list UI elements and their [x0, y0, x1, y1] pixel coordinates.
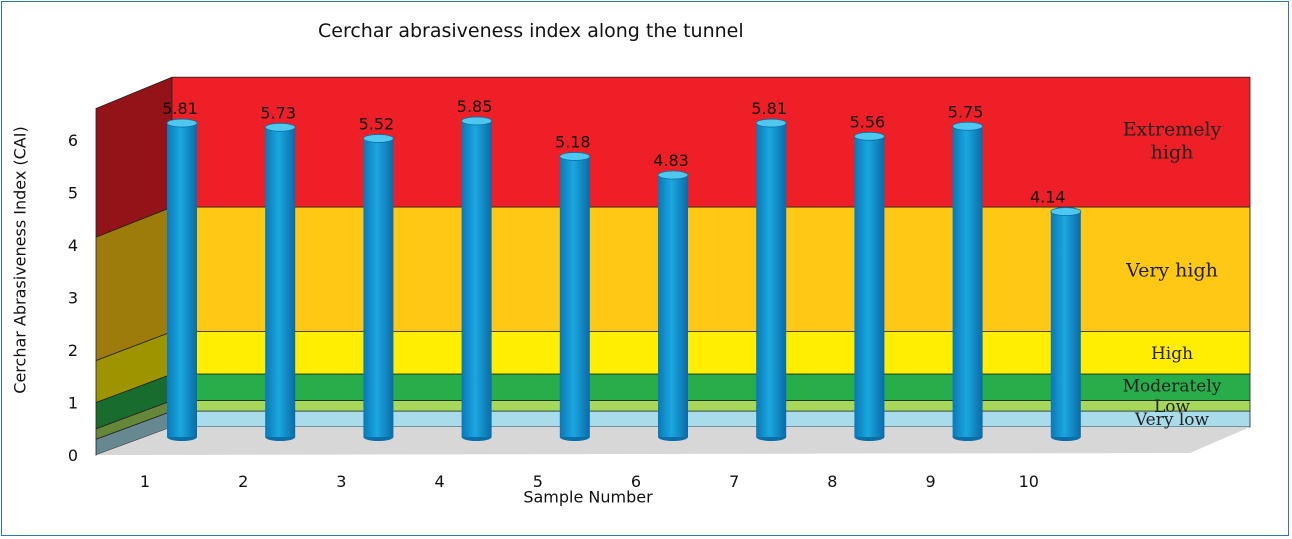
x-tick-9: 9 — [926, 472, 936, 491]
x-tick-7: 7 — [729, 472, 739, 491]
x-tick-6: 6 — [631, 472, 641, 491]
class-label-0: Very low — [1134, 410, 1210, 430]
y-tick-4: 4 — [68, 236, 78, 255]
y-tick-0: 0 — [68, 446, 78, 465]
x-axis-label: Sample Number — [523, 487, 653, 507]
x-tick-3: 3 — [336, 472, 346, 491]
chart-title: Cerchar abrasiveness index along the tun… — [318, 20, 744, 42]
back-band-2 — [171, 373, 1251, 401]
class-label-4: Very high — [1125, 260, 1218, 282]
y-axis-label: Cerchar Abrasiveness Index (CAI) — [10, 126, 30, 394]
bar-body — [363, 138, 394, 437]
bar-top — [755, 118, 787, 128]
class-label-1: Low — [1154, 397, 1191, 417]
bar-3 — [362, 134, 394, 441]
class-label-5: high — [1151, 141, 1194, 163]
data-label-9: 5.75 — [948, 102, 984, 121]
back-band-0 — [171, 410, 1251, 428]
y-tick-2: 2 — [68, 341, 78, 360]
bar-top — [854, 131, 885, 141]
bar-4 — [461, 116, 493, 441]
x-tick-1: 1 — [140, 472, 150, 491]
bar-body — [854, 136, 885, 437]
y-tick-5: 5 — [68, 184, 78, 203]
back-band-4 — [171, 206, 1251, 333]
bar-8 — [854, 131, 885, 441]
y-tick-1: 1 — [68, 394, 78, 413]
back-band-1 — [171, 400, 1251, 412]
bar-top — [362, 134, 394, 143]
bar-top — [264, 122, 296, 132]
y-tick-3: 3 — [68, 289, 78, 308]
bar-top — [461, 116, 493, 126]
x-tick-2: 2 — [238, 472, 248, 491]
y-tick-6: 6 — [68, 131, 78, 150]
data-label-5: 5.18 — [555, 132, 591, 151]
bar-top — [952, 121, 983, 131]
x-tick-4: 4 — [435, 472, 445, 491]
data-label-6: 4.83 — [653, 151, 689, 170]
bar-body — [265, 127, 296, 437]
bar-7 — [755, 118, 787, 441]
bar-1 — [166, 118, 198, 441]
bar-6 — [657, 170, 689, 441]
data-label-8: 5.56 — [850, 112, 886, 131]
bar-2 — [264, 122, 296, 441]
bar-body — [952, 126, 983, 437]
data-label-2: 5.73 — [260, 103, 296, 122]
class-label-2: Moderately — [1123, 377, 1222, 397]
bar-body — [559, 156, 590, 437]
class-label-3: High — [1151, 344, 1193, 364]
x-tick-10: 10 — [1019, 472, 1039, 491]
data-label-10: 4.14 — [1030, 188, 1066, 207]
back-band-3 — [171, 331, 1251, 375]
x-tick-5: 5 — [533, 472, 543, 491]
bar-body — [167, 123, 197, 437]
bar-5 — [559, 152, 591, 441]
bar-body — [756, 123, 787, 437]
bar-top — [559, 152, 591, 161]
bar-body — [461, 120, 492, 437]
x-tick-8: 8 — [827, 472, 837, 491]
bar-top — [657, 170, 689, 180]
data-label-7: 5.81 — [751, 99, 787, 118]
bar-10 — [1050, 207, 1082, 441]
bar-top — [166, 118, 198, 128]
bar-9 — [952, 121, 983, 441]
bar-top — [1050, 207, 1082, 216]
data-label-4: 5.85 — [457, 97, 493, 116]
bar-body — [1050, 211, 1081, 437]
data-label-1: 5.81 — [162, 99, 198, 118]
class-label-5: Extremely — [1123, 118, 1222, 140]
back-band-5 — [171, 76, 1251, 208]
bar-body — [658, 175, 688, 437]
data-label-3: 5.52 — [359, 114, 395, 133]
